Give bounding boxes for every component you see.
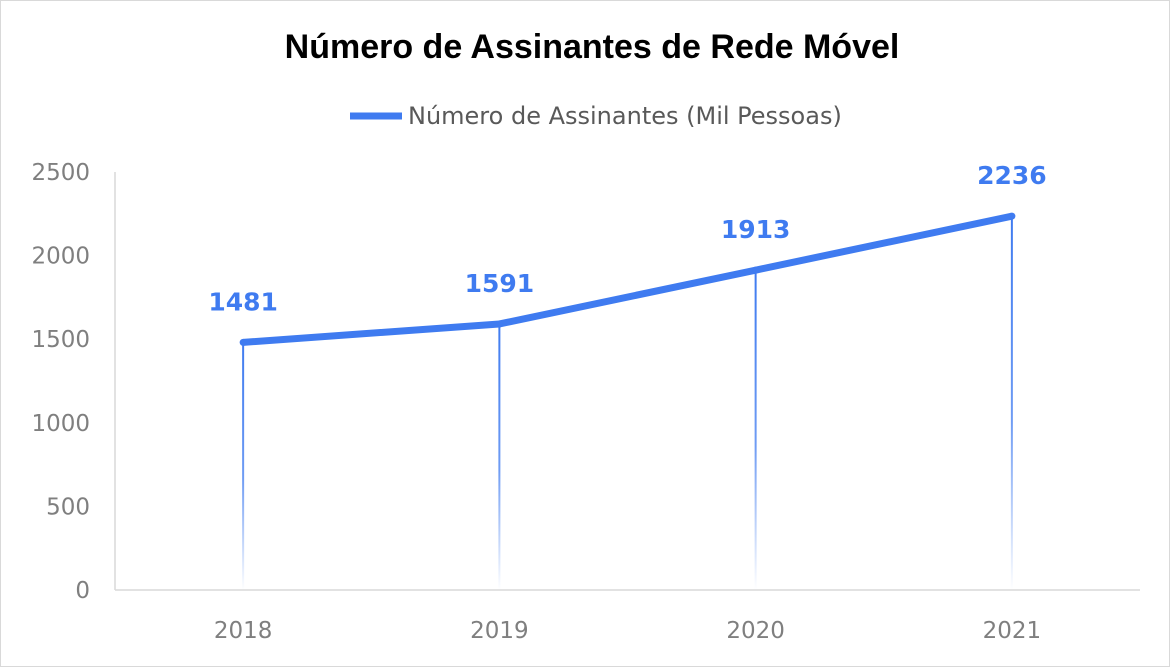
x-tick-label: 2021 [983, 618, 1042, 644]
data-label: 1591 [465, 269, 535, 298]
data-labels: 1481 1591 1913 2236 [208, 161, 1046, 316]
data-point [495, 320, 503, 328]
drop-line [242, 342, 245, 590]
series-line-group [239, 212, 1016, 346]
data-label: 2236 [977, 161, 1047, 190]
y-tick-label: 0 [75, 578, 90, 604]
data-point [239, 338, 247, 346]
x-axis: 2018 2019 2020 2021 [214, 618, 1041, 644]
chart-title: Número de Assinantes de Rede Móvel [285, 28, 900, 66]
y-tick-label: 1500 [31, 327, 90, 353]
data-label: 1913 [721, 215, 791, 244]
drop-lines [242, 216, 1013, 590]
x-tick-label: 2018 [214, 618, 273, 644]
data-label: 1481 [208, 287, 278, 316]
drop-line [1010, 216, 1013, 590]
data-point [1008, 212, 1016, 220]
legend: Número de Assinantes (Mil Pessoas) [350, 102, 842, 130]
x-tick-label: 2019 [470, 618, 529, 644]
drop-line [754, 270, 757, 590]
y-tick-label: 2500 [31, 160, 90, 186]
x-tick-label: 2020 [726, 618, 785, 644]
series-line [242, 212, 1013, 346]
y-tick-label: 2000 [31, 244, 90, 270]
y-tick-label: 500 [46, 494, 90, 520]
y-axis: 0 500 1000 1500 2000 2500 [31, 160, 90, 604]
y-tick-label: 1000 [31, 411, 90, 437]
drop-line [498, 323, 501, 590]
legend-label: Número de Assinantes (Mil Pessoas) [408, 102, 842, 130]
data-point [752, 266, 760, 274]
